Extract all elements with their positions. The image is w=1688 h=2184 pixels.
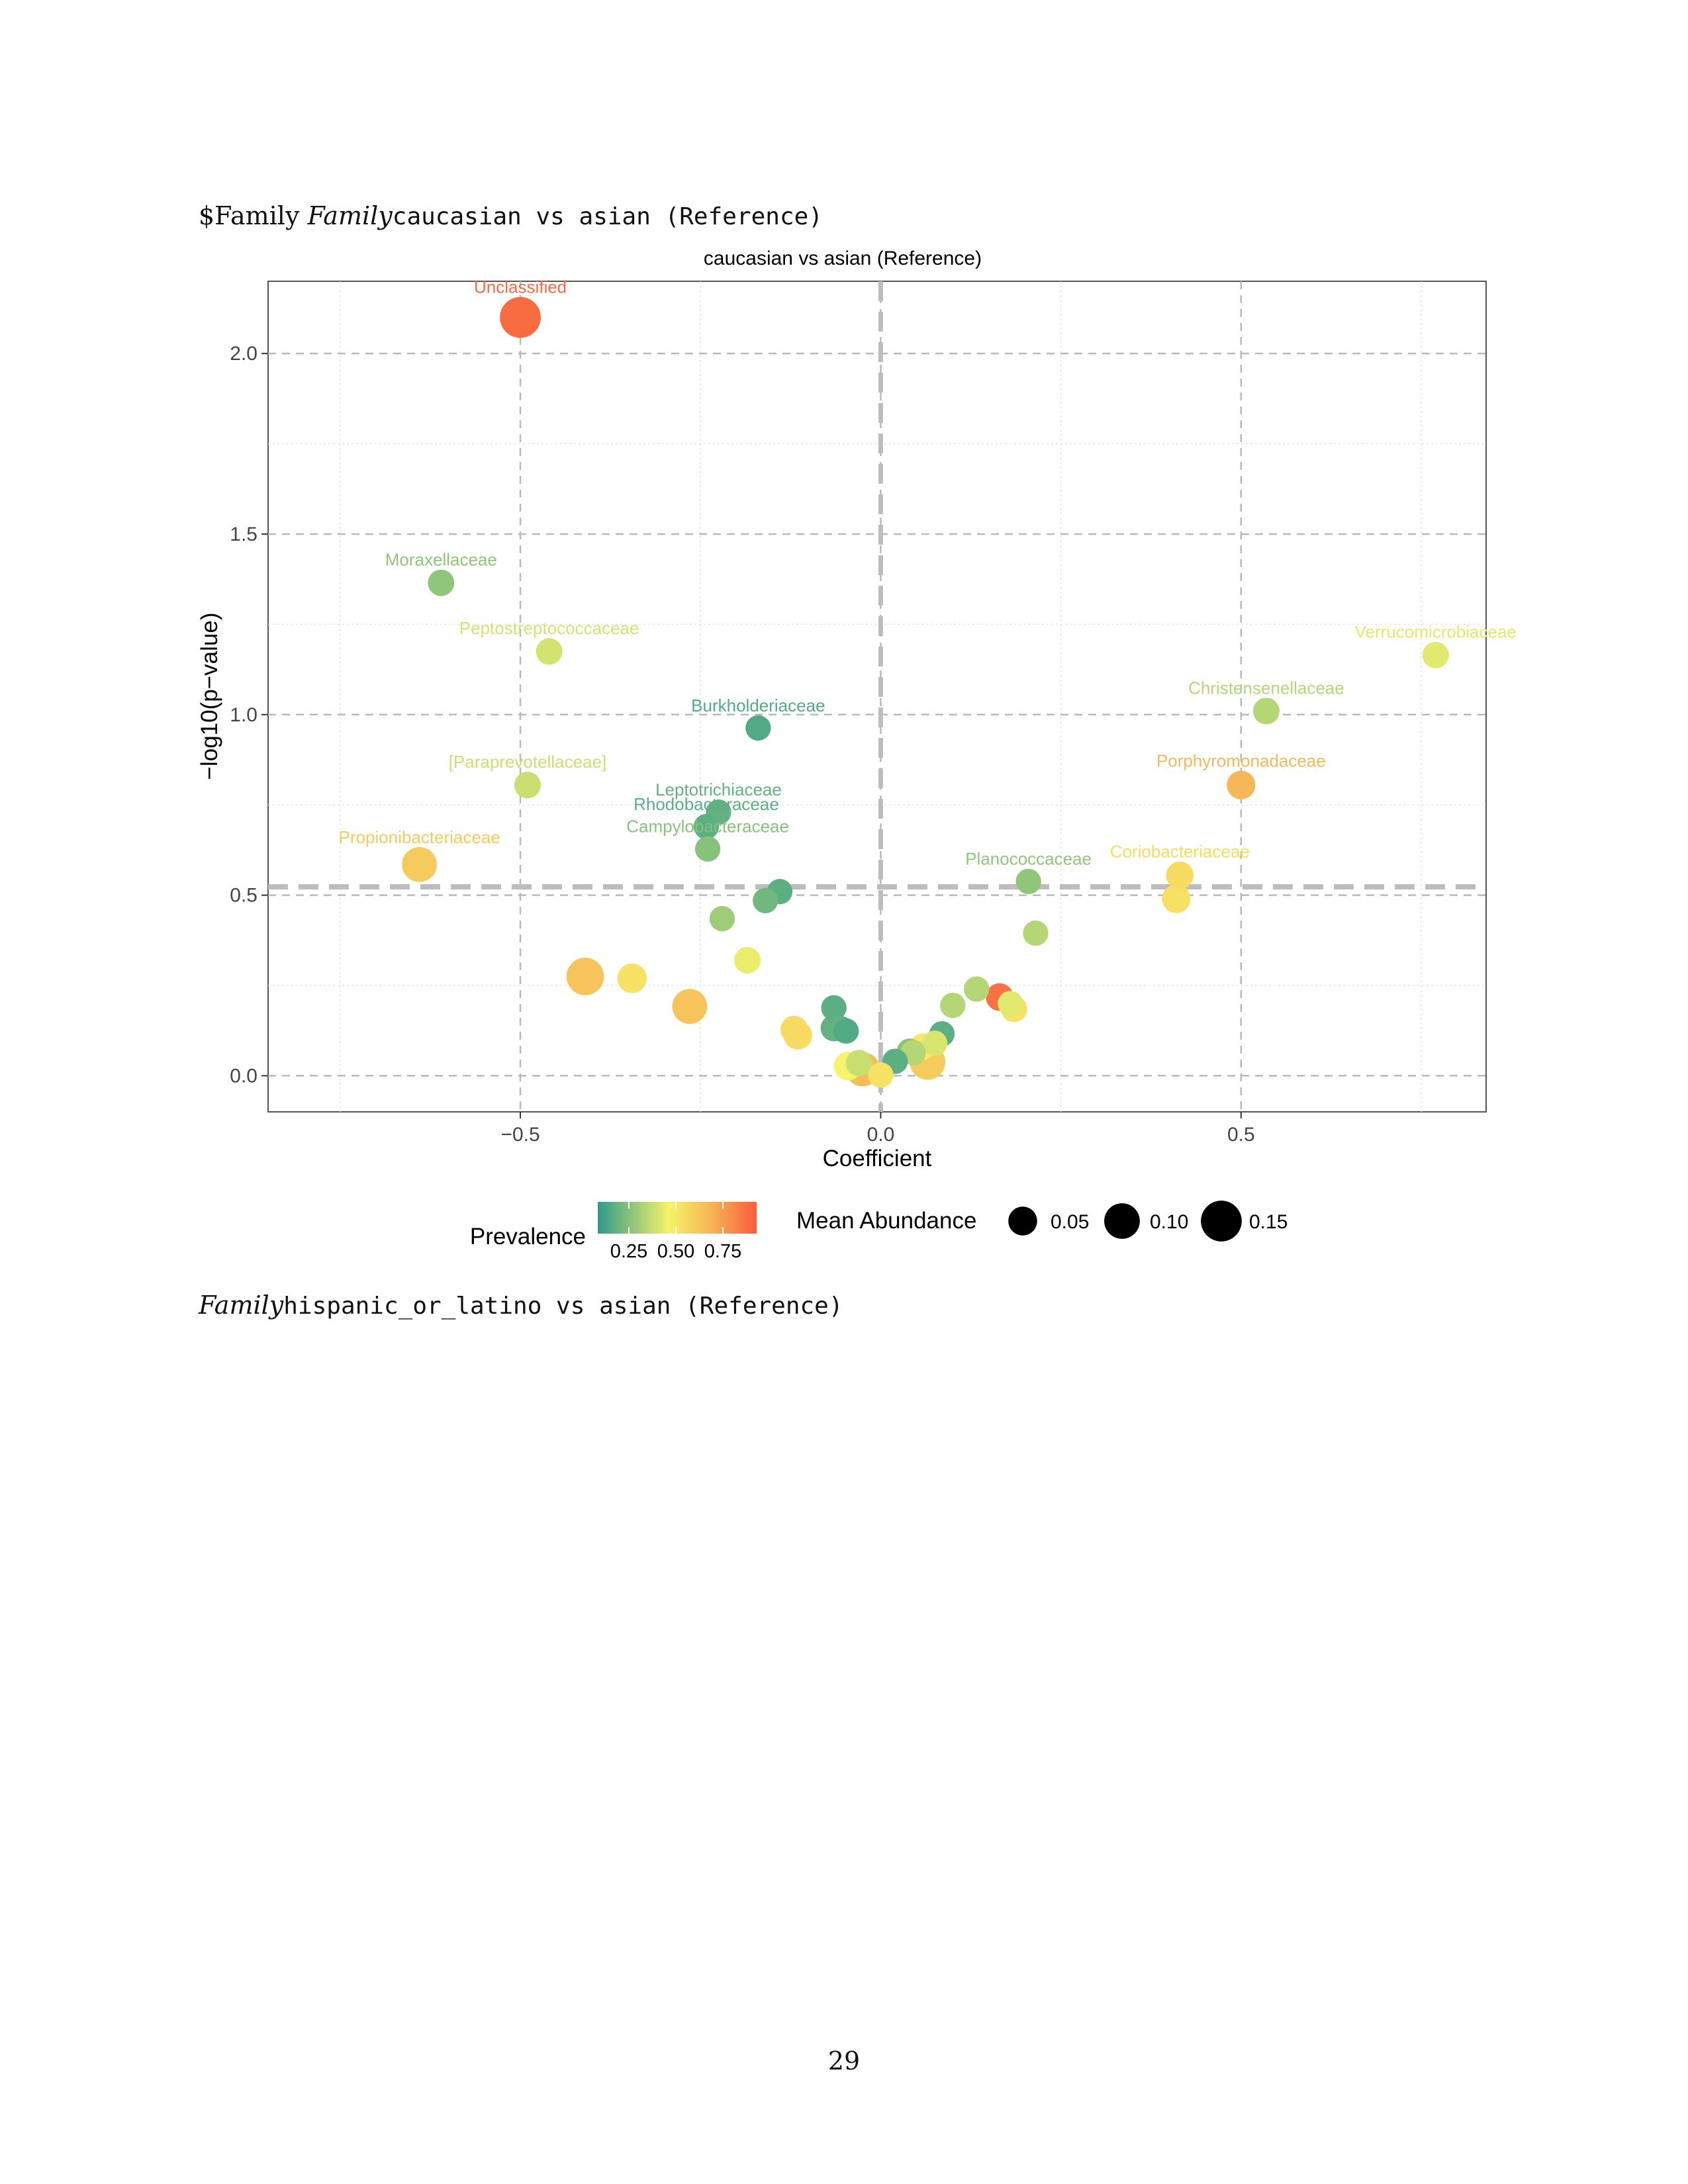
reference-lines [268, 281, 1486, 1112]
point-label: Campylobacteraceae [626, 817, 789, 837]
data-point [733, 946, 761, 974]
data-point [845, 1050, 872, 1077]
data-point [514, 772, 541, 799]
legend-abundance-title: Mean Abundance [796, 1208, 976, 1234]
section-heading-prefix: $Family [199, 201, 308, 230]
data-point [1023, 920, 1049, 946]
page-number: 29 [827, 2046, 861, 2075]
chart-title: caucasian vs asian (Reference) [704, 248, 982, 269]
data-point [617, 963, 647, 993]
data-point [536, 638, 563, 665]
y-tick-label: 1.5 [230, 523, 258, 545]
section-heading: $Family Familycaucasian vs asian (Refere… [199, 201, 823, 231]
next-heading-italic: Family [199, 1291, 284, 1320]
grid [268, 281, 1486, 1112]
point-label: Leptotrichiaceae [655, 780, 782, 799]
data-point [780, 1015, 808, 1044]
point-label: Christensenellaceae [1188, 678, 1344, 698]
data-point [964, 976, 990, 1002]
size-legend-label: 0.05 [1051, 1211, 1089, 1233]
size-legend-label: 0.15 [1249, 1211, 1288, 1233]
point-label: Verrucomicrobiaceae [1355, 622, 1517, 642]
data-point [753, 887, 778, 913]
point-label: Coriobacteriaceae [1110, 842, 1250, 862]
point-label: Unclassified [474, 277, 567, 297]
x-tick-label: 0.0 [867, 1124, 895, 1146]
legend-colorbar-ticks: 0.25 0.50 0.75 [610, 1202, 741, 1262]
data-point [833, 1018, 859, 1044]
legend: Prevalence 0.25 0.50 0.75 Mean Abundance 0… [470, 1201, 1288, 1262]
colorbar-tick-label: 0.50 [657, 1241, 694, 1262]
y-axis-ticks: 0.0 0.5 1.0 1.5 2.0 [230, 343, 268, 1087]
data-point [500, 296, 541, 338]
colorbar-tick-label: 0.75 [704, 1241, 741, 1262]
size-legend-key [1008, 1206, 1037, 1236]
data-point [921, 1030, 948, 1056]
x-axis-ticks: −0.5 0.0 0.5 [500, 1112, 1255, 1146]
y-tick-label: 0.5 [230, 885, 258, 907]
legend-prevalence-title: Prevalence [470, 1224, 586, 1250]
section-heading-italic: Family [307, 201, 393, 230]
size-legend-key [1104, 1203, 1140, 1239]
data-point [693, 813, 720, 840]
data-point [672, 989, 708, 1024]
data-point [1162, 884, 1191, 913]
x-tick-label: 0.5 [1227, 1124, 1255, 1146]
point-label: Propionibacteriaceae [338, 827, 500, 847]
data-point [1252, 698, 1280, 725]
point-label: Moraxellaceae [385, 550, 497, 570]
size-legend-key [1201, 1201, 1242, 1242]
next-section-heading: Familyhispanic_or_latino vs asian (Refer… [199, 1291, 843, 1320]
data-point [745, 715, 771, 741]
data-point [1422, 641, 1449, 668]
point-label: Burkholderiaceae [691, 696, 825, 715]
plot-panel [267, 281, 1487, 1113]
data-point [709, 905, 735, 932]
legend-size-keys: 0.05 0.10 0.15 [1008, 1201, 1288, 1242]
data-point [998, 991, 1023, 1017]
x-tick-label: −0.5 [500, 1124, 539, 1146]
legend-prevalence-colorbar [598, 1202, 757, 1234]
data-point [868, 1062, 894, 1088]
data-points [402, 296, 1449, 1088]
y-tick-label: 1.0 [230, 704, 258, 726]
y-axis-label: −log10(p−value) [197, 613, 222, 780]
size-legend-label: 0.10 [1150, 1211, 1188, 1233]
data-point [402, 846, 438, 882]
point-labels: Unclassified Moraxellaceae Peptostreptococ… [338, 277, 1516, 869]
y-tick-label: 0.0 [230, 1065, 258, 1087]
data-point [1015, 868, 1041, 895]
x-axis-label: Coefficient [823, 1146, 932, 1171]
next-heading-mono: hispanic_or_latino vs asian (Reference) [283, 1293, 843, 1320]
volcano-chart: caucasian vs asian (Reference) Unclassif… [197, 248, 1517, 1262]
point-label: [Paraprevotellaceae] [449, 752, 606, 772]
point-label: Peptostreptococcaceae [459, 618, 639, 638]
data-point [940, 992, 966, 1019]
data-point [1166, 861, 1194, 889]
data-point [694, 836, 721, 862]
point-label: Planococcaceae [965, 849, 1092, 869]
section-heading-mono: caucasian vs asian (Reference) [392, 203, 823, 230]
point-label: Rhodobacteraceae [633, 794, 779, 814]
point-label: Porphyromonadaceae [1156, 751, 1326, 771]
data-point [566, 958, 604, 995]
data-point [821, 995, 847, 1021]
data-point [1227, 770, 1256, 799]
data-point [428, 569, 455, 596]
y-tick-label: 2.0 [230, 343, 258, 365]
colorbar-tick-label: 0.25 [610, 1241, 647, 1262]
